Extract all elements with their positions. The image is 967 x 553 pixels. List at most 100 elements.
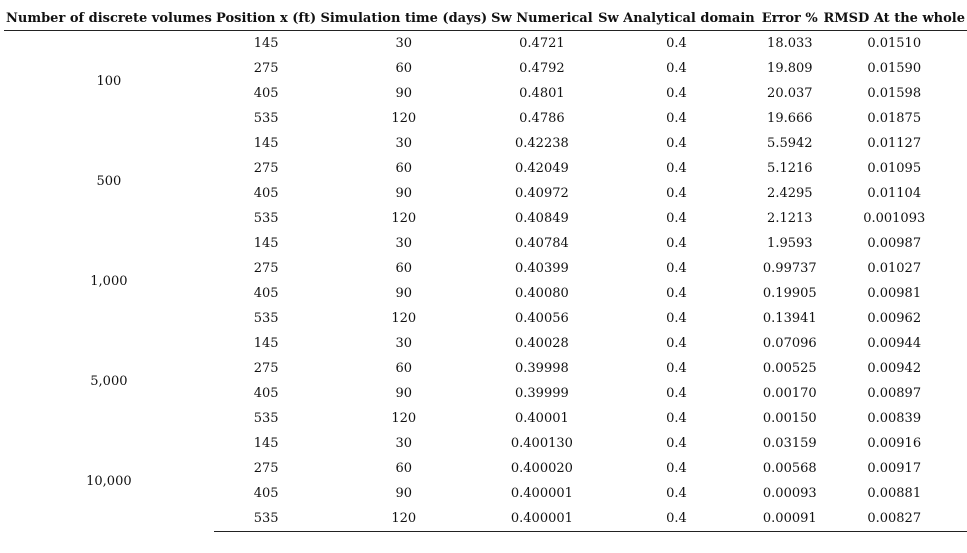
table-cell: 0.4 xyxy=(666,261,687,276)
table-cell: 0.40972 xyxy=(515,186,569,201)
table-cell: 0.4 xyxy=(666,336,687,351)
table-row: 535 120 0.40056 0.4 0.13941 0.00962 xyxy=(4,306,967,331)
table-cell: 0.4 xyxy=(666,236,687,251)
table-cell: 0.00897 xyxy=(867,386,922,401)
table-cell: 60 xyxy=(395,61,413,76)
table-cell: 405 xyxy=(253,186,279,201)
table-cell: 0.4 xyxy=(666,211,687,226)
table-cell: 120 xyxy=(318,506,490,532)
table-row: 275 60 0.40399 0.4 0.99737 0.01027 xyxy=(4,256,967,281)
table-cell: 0.99737 xyxy=(762,261,817,276)
table-cell: 0.4 xyxy=(666,486,687,501)
table-cell: 19.666 xyxy=(767,111,813,126)
table-row: 10,000 145 30 0.400130 0.4 0.03159 0.00916 xyxy=(4,431,967,489)
table-cell: 18.033 xyxy=(767,36,813,51)
table-cell: 275 xyxy=(253,461,279,476)
table-cell: 30 xyxy=(395,436,413,451)
table-cell: 0.13941 xyxy=(762,311,817,326)
table-cell: 0.4 xyxy=(666,61,687,76)
table-cell: 0.40784 xyxy=(515,236,569,251)
header-cell: RMSD At the whole xyxy=(821,6,967,31)
table-cell: 0.4 xyxy=(666,186,687,201)
table-cell: 60 xyxy=(395,261,413,276)
table-cell: 0.4792 xyxy=(519,61,565,76)
table-cell: 60 xyxy=(395,461,413,476)
group-label: 10,000 xyxy=(86,474,132,489)
table-cell: 0.4 xyxy=(666,286,687,301)
table-cell: 0.00917 xyxy=(867,461,922,476)
table-cell: 1.9593 xyxy=(767,236,813,251)
table-cell: 405 xyxy=(253,286,279,301)
table-cell: 0.4801 xyxy=(519,86,565,101)
page: Number of discrete volumes Position x (ft… xyxy=(0,6,967,553)
table-cell: 0.00525 xyxy=(762,361,817,376)
table-row: 5,000 145 30 0.40028 0.4 0.07096 0.00944 xyxy=(4,331,967,389)
header-row: Number of discrete volumes Position x (ft… xyxy=(4,6,967,31)
table-cell: 5.1216 xyxy=(767,161,813,176)
header-cell: Position x (ft) xyxy=(213,6,319,31)
table-cell: 0.00170 xyxy=(762,386,817,401)
table-cell: 60 xyxy=(395,361,413,376)
table-cell: 0.01027 xyxy=(867,261,922,276)
table-cell: 0.00827 xyxy=(821,506,967,532)
table-cell: 405 xyxy=(253,386,279,401)
table-cell: 0.01875 xyxy=(867,111,922,126)
table-cell: 5.5942 xyxy=(767,136,813,151)
table-cell: 30 xyxy=(395,36,413,51)
table-row: 535 120 0.400001 0.4 0.00091 0.00827 xyxy=(4,506,967,532)
table-cell: 0.00093 xyxy=(762,486,817,501)
table-row: 275 60 0.4792 0.4 19.809 0.01590 xyxy=(4,56,967,81)
header-cell: Sw Analytical domain xyxy=(594,6,759,31)
table-cell: 0.42238 xyxy=(515,136,569,151)
table-cell: 275 xyxy=(253,161,279,176)
table-cell: 0.00150 xyxy=(762,411,817,426)
table-cell: 90 xyxy=(395,286,413,301)
table-row: 1,000 145 30 0.40784 0.4 1.9593 0.00987 xyxy=(4,231,967,289)
table-cell: 0.00962 xyxy=(867,311,922,326)
table-cell: 90 xyxy=(395,186,413,201)
group-label: 100 xyxy=(96,73,122,89)
table-cell: 0.4 xyxy=(666,136,687,151)
table-cell: 0.4786 xyxy=(519,111,565,126)
table-cell: 20.037 xyxy=(767,86,813,101)
table-cell: 0.40080 xyxy=(515,286,569,301)
table-cell: 0.4 xyxy=(666,361,687,376)
table-cell: 30 xyxy=(395,136,413,151)
table-cell: 0.00839 xyxy=(867,411,922,426)
table-cell: 0.00916 xyxy=(867,436,922,451)
table-cell: 0.01104 xyxy=(867,186,922,201)
table-cell: 0.4 xyxy=(666,36,687,51)
table-cell: 405 xyxy=(253,486,279,501)
table-cell: 0.4 xyxy=(666,386,687,401)
header-cell: Number of discrete volumes xyxy=(4,6,214,31)
group-label: 1,000 xyxy=(90,273,128,289)
table-cell: 0.4 xyxy=(666,461,687,476)
table-cell: 0.4721 xyxy=(519,36,565,51)
table-cell: 0.4 xyxy=(666,86,687,101)
table-cell: 0.4 xyxy=(666,111,687,126)
table-row: 275 60 0.400020 0.4 0.00568 0.00917 xyxy=(4,456,967,481)
table-cell: 0.40399 xyxy=(515,261,569,276)
table-cell: 2.1213 xyxy=(767,211,813,226)
table-cell: 0.01510 xyxy=(867,36,922,51)
table-row: 100 145 30 0.4721 0.4 18.033 0.01510 xyxy=(4,31,967,89)
table-cell: 0.4 xyxy=(594,506,759,532)
table-row: 405 90 0.40972 0.4 2.4295 0.01104 xyxy=(4,181,967,206)
table-cell: 0.42049 xyxy=(515,161,569,176)
table-cell: 0.4 xyxy=(666,161,687,176)
table-cell: 0.400001 xyxy=(510,486,573,501)
table-cell: 145 xyxy=(253,236,279,251)
table-cell: 145 xyxy=(253,136,279,151)
table-cell: 0.00987 xyxy=(867,236,922,251)
table-cell: 145 xyxy=(253,436,279,451)
table-cell: 405 xyxy=(253,86,279,101)
table-cell: 0.00942 xyxy=(867,361,922,376)
table-cell: 0.00981 xyxy=(867,286,922,301)
table-cell: 0.03159 xyxy=(762,436,817,451)
table-row: 405 90 0.40080 0.4 0.19905 0.00981 xyxy=(4,281,967,306)
table-cell: 0.400020 xyxy=(510,461,573,476)
table-body: 100 145 30 0.4721 0.4 18.033 0.01510 275 60 0.479… xyxy=(4,31,967,532)
table-cell: 0.00881 xyxy=(867,486,922,501)
table-cell: 0.00568 xyxy=(762,461,817,476)
table-row: 405 90 0.4801 0.4 20.037 0.01598 xyxy=(4,81,967,106)
